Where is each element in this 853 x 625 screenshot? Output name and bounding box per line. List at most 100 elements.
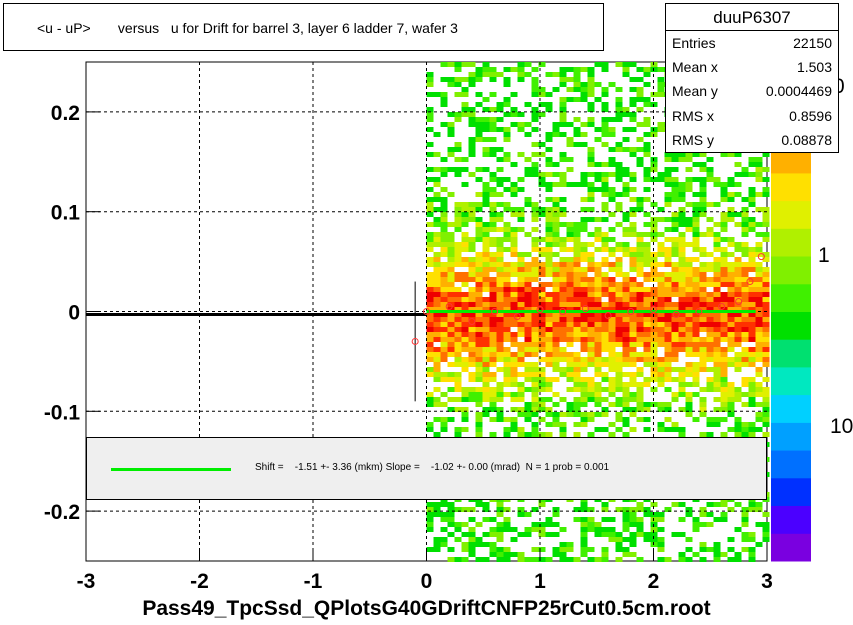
heatmap-cell (531, 557, 539, 562)
heatmap-cell (454, 357, 462, 362)
heatmap-cell (426, 77, 434, 82)
heatmap-cell (559, 207, 567, 212)
heatmap-cell (671, 152, 679, 157)
heatmap-cell (587, 107, 595, 112)
heatmap-cell (538, 522, 546, 527)
heatmap-cell (475, 252, 483, 257)
heatmap-cell (440, 337, 448, 342)
heatmap-cell (503, 202, 511, 207)
heatmap-cell (643, 337, 651, 342)
heatmap-cell (664, 282, 672, 287)
heatmap-cell (643, 382, 651, 387)
heatmap-cell (594, 412, 602, 417)
heatmap-cell (727, 402, 735, 407)
heatmap-cell (440, 377, 448, 382)
heatmap-cell (447, 322, 455, 327)
heatmap-cell (629, 212, 637, 217)
heatmap-cell (755, 177, 763, 182)
heatmap-cell (496, 397, 504, 402)
heatmap-cell (643, 142, 651, 147)
heatmap-cell (580, 337, 588, 342)
heatmap-cell (559, 302, 567, 307)
heatmap-cell (615, 327, 623, 332)
heatmap-cell (664, 387, 672, 392)
heatmap-cell (468, 552, 476, 557)
heatmap-cell (433, 272, 441, 277)
heatmap-cell (468, 72, 476, 77)
heatmap-cell (720, 362, 728, 367)
heatmap-cell (629, 127, 637, 132)
heatmap-cell (447, 257, 455, 262)
heatmap-cell (482, 127, 490, 132)
heatmap-cell (706, 307, 714, 312)
heatmap-cell (545, 352, 553, 357)
heatmap-cell (461, 292, 469, 297)
heatmap-cell (517, 407, 525, 412)
heatmap-cell (475, 312, 483, 317)
heatmap-cell (678, 157, 686, 162)
heatmap-cell (580, 272, 588, 277)
heatmap-cell (447, 347, 455, 352)
heatmap-cell (601, 507, 609, 512)
heatmap-cell (713, 382, 721, 387)
heatmap-cell (636, 352, 644, 357)
heatmap-cell (552, 332, 560, 337)
heatmap-cell (482, 192, 490, 197)
heatmap-cell (580, 402, 588, 407)
heatmap-cell (475, 222, 483, 227)
heatmap-cell (685, 202, 693, 207)
heatmap-cell (426, 397, 434, 402)
heatmap-cell (545, 212, 553, 217)
profile-point (491, 308, 499, 315)
heatmap-cell (454, 327, 462, 332)
heatmap-cell (573, 222, 581, 227)
heatmap-cell (608, 267, 616, 272)
heatmap-cell (699, 292, 707, 297)
heatmap-cell (671, 397, 679, 402)
heatmap-cell (496, 342, 504, 347)
heatmap-cell (524, 292, 532, 297)
heatmap-cell (636, 257, 644, 262)
heatmap-cell (496, 302, 504, 307)
heatmap-cell (559, 77, 567, 82)
heatmap-cell (692, 212, 700, 217)
heatmap-cell (510, 247, 518, 252)
heatmap-cell (685, 227, 693, 232)
heatmap-cell (531, 547, 539, 552)
heatmap-cell (657, 207, 665, 212)
heatmap-cell (482, 307, 490, 312)
heatmap-cell (531, 367, 539, 372)
heatmap-cell (636, 267, 644, 272)
heatmap-cell (433, 252, 441, 257)
heatmap-cell (531, 392, 539, 397)
x-tick-label: -2 (190, 570, 209, 593)
heatmap-cell (580, 267, 588, 272)
heatmap-cell (440, 62, 448, 67)
heatmap-cell (468, 247, 476, 252)
heatmap-cell (685, 157, 693, 162)
heatmap-cell (468, 352, 476, 357)
heatmap-cell (510, 317, 518, 322)
heatmap-cell (685, 407, 693, 412)
heatmap-cell (573, 67, 581, 72)
heatmap-cell (699, 282, 707, 287)
heatmap-cell (426, 152, 434, 157)
heatmap-cell (685, 297, 693, 302)
heatmap-cell (510, 107, 518, 112)
heatmap-cell (622, 62, 630, 67)
heatmap-cell (454, 252, 462, 257)
heatmap-cell (503, 67, 511, 72)
heatmap-cell (685, 367, 693, 372)
heatmap-cell (531, 372, 539, 377)
heatmap-cell (433, 357, 441, 362)
heatmap-cell (503, 372, 511, 377)
heatmap-cell (671, 347, 679, 352)
heatmap-cell (552, 377, 560, 382)
heatmap-cell (741, 427, 749, 432)
heatmap-cell (720, 347, 728, 352)
heatmap-cell (685, 277, 693, 282)
heatmap-cell (426, 292, 434, 297)
heatmap-cell (538, 287, 546, 292)
heatmap-cell (643, 252, 651, 257)
heatmap-cell (727, 282, 735, 287)
